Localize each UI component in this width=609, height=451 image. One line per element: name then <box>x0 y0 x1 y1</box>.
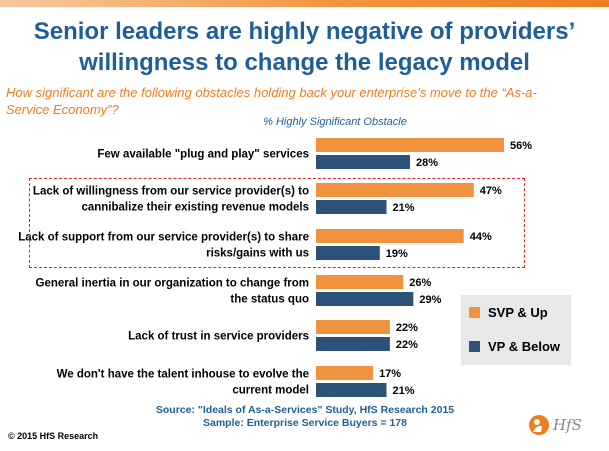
bar-label-vp-2: 19% <box>386 248 408 260</box>
axis-title: % Highly Significant Obstacle <box>263 116 407 128</box>
bar-label-vp-3: 29% <box>419 294 441 306</box>
category-label-1-1: cannibalize their existing revenue model… <box>81 202 309 214</box>
bar-svp-1 <box>316 183 474 197</box>
highlight-box <box>29 178 525 268</box>
bar-label-svp-0: 56% <box>510 140 532 152</box>
legend: SVP & Up VP & Below <box>461 295 571 365</box>
bar-label-vp-4: 22% <box>396 339 418 351</box>
question-line-2: Service Economy”? <box>6 102 119 117</box>
bar-label-svp-4: 22% <box>396 322 418 334</box>
bar-vp-1 <box>316 200 387 214</box>
bar-svp-5 <box>316 366 374 380</box>
legend-item-vp: VP & Below <box>469 339 560 354</box>
question-line-1: How significant are the following obstac… <box>6 85 537 100</box>
bar-label-svp-1: 47% <box>480 185 502 197</box>
bar-vp-4 <box>316 337 390 351</box>
category-label-0-0: Few available "plug and play" services <box>97 149 309 161</box>
hfs-logo: HfS <box>528 414 582 436</box>
bar-svp-0 <box>316 138 504 152</box>
category-label-3-1: the status quo <box>230 294 309 306</box>
bar-label-vp-1: 21% <box>393 202 415 214</box>
bar-vp-3 <box>316 292 414 306</box>
category-label-5-1: current model <box>232 385 309 397</box>
source-line-1: Source: "Ideals of As-a-Services" Study,… <box>155 404 455 416</box>
logo-text: HfS <box>553 416 582 434</box>
bar-label-vp-0: 28% <box>416 157 438 169</box>
survey-question: How significant are the following obstac… <box>6 84 606 118</box>
legend-item-svp: SVP & Up <box>469 305 548 320</box>
bar-label-svp-2: 44% <box>470 231 492 243</box>
category-label-4-0: Lack of trust in service providers <box>128 331 309 343</box>
category-label-2-1: risks/gains with us <box>206 248 309 260</box>
top-accent-bar <box>0 0 609 7</box>
category-label-2-0: Lack of support from our service provide… <box>18 232 309 244</box>
title-line-1: Senior leaders are highly negative of pr… <box>33 18 576 45</box>
copyright: © 2015 HfS Research <box>8 431 99 441</box>
source-line-2: Sample: Enterprise Service Buyers = 178 <box>203 417 407 429</box>
bar-vp-0 <box>316 155 410 169</box>
legend-swatch-svp <box>469 307 480 318</box>
bar-vp-5 <box>316 383 387 397</box>
source-note: Source: "Ideals of As-a-Services" Study,… <box>140 404 470 430</box>
bar-vp-2 <box>316 246 380 260</box>
bar-svp-3 <box>316 275 404 289</box>
category-label-1-0: Lack of willingness from our service pro… <box>33 186 309 198</box>
bar-label-svp-3: 26% <box>409 277 431 289</box>
title-line-2: willingness to change the legacy model <box>79 49 530 76</box>
category-label-3-0: General inertia in our organization to c… <box>36 278 309 290</box>
bar-svp-4 <box>316 320 390 334</box>
legend-label-svp: SVP & Up <box>488 305 548 320</box>
page-title: Senior leaders are highly negative of pr… <box>0 16 609 78</box>
legend-label-vp: VP & Below <box>488 339 561 354</box>
bar-label-svp-5: 17% <box>379 368 401 380</box>
category-label-5-0: We don't have the talent inhouse to evol… <box>57 369 309 381</box>
bar-svp-2 <box>316 229 464 243</box>
hfs-logo-icon <box>529 415 549 435</box>
bar-label-vp-5: 21% <box>393 385 415 397</box>
legend-swatch-vp <box>469 341 480 352</box>
